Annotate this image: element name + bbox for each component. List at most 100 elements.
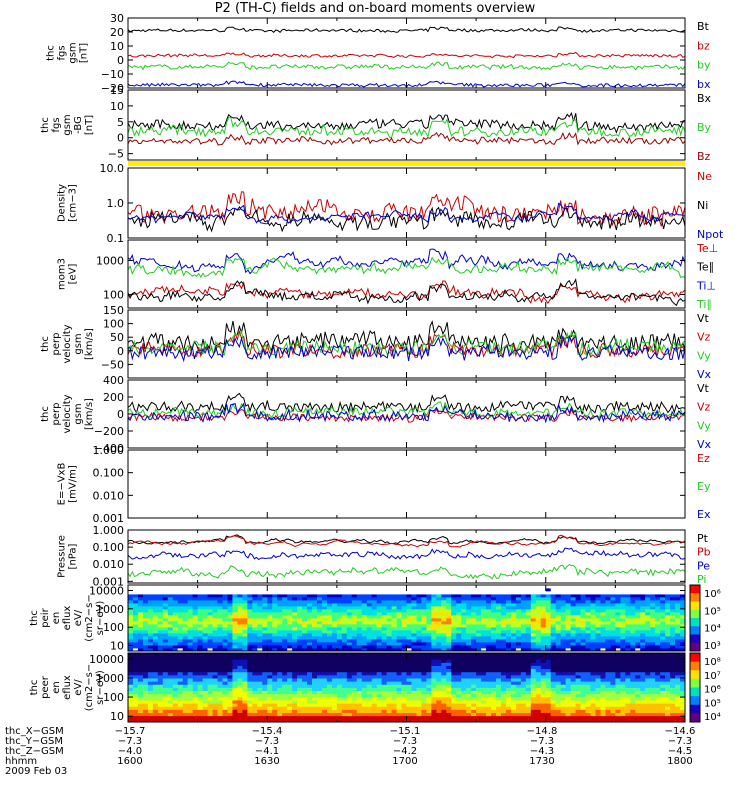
y-axis-label: thc xyxy=(40,406,51,422)
spectrogram-cell xyxy=(585,624,591,628)
spectrogram-cell xyxy=(336,597,343,601)
spectrogram-cell xyxy=(525,594,532,598)
spectrogram-cell xyxy=(515,645,522,649)
spectrogram-cell xyxy=(336,681,343,685)
spectrogram-cell xyxy=(500,585,507,589)
spectrogram-cell xyxy=(257,603,263,607)
series-line-Pt xyxy=(127,534,686,545)
spectrogram-cell xyxy=(277,639,283,643)
spectrogram-cell xyxy=(431,690,437,695)
spectrogram-cell xyxy=(406,718,412,723)
spectrogram-cell xyxy=(312,630,318,634)
spectrogram-cell xyxy=(451,648,457,652)
spectrogram-cell xyxy=(510,656,517,660)
spectrogram-cell xyxy=(461,639,467,643)
spectrogram-cell xyxy=(152,662,159,666)
spectrogram-cell xyxy=(635,627,641,631)
spectrogram-cell xyxy=(615,642,621,646)
spectrogram-cell xyxy=(486,588,492,592)
spectrogram-cell xyxy=(655,636,661,640)
spectrogram-cell xyxy=(351,712,358,717)
spectrogram-cell xyxy=(411,659,417,663)
spectrogram-cell xyxy=(247,662,253,666)
spectrogram-cell xyxy=(496,630,502,634)
spectrogram-cell xyxy=(326,656,333,660)
spectrogram-cell xyxy=(660,665,666,670)
spectrogram-cell xyxy=(207,668,213,673)
spectrogram-cell xyxy=(640,684,646,688)
spectrogram-cell xyxy=(137,656,144,660)
spectrogram-cell xyxy=(267,648,273,652)
spectrogram-cell xyxy=(565,615,572,619)
spectrogram-cell xyxy=(232,696,238,701)
spectrogram-cell xyxy=(565,591,572,595)
spectrogram-cell xyxy=(197,700,203,704)
spectrogram-cell xyxy=(471,709,477,713)
spectrogram-cell xyxy=(401,693,407,698)
legend-entry: Te∥ xyxy=(696,261,714,274)
spectrogram-cell xyxy=(655,678,661,682)
spectrogram-cell xyxy=(431,709,437,713)
spectrogram-cell xyxy=(267,600,273,604)
spectrogram-cell xyxy=(187,612,194,616)
spectrogram-cell xyxy=(232,693,238,698)
spectrogram-cell xyxy=(331,656,338,660)
spectrogram-cell xyxy=(570,665,576,670)
spectrogram-cell xyxy=(137,642,144,646)
spectrogram-cell xyxy=(456,703,462,707)
spectrogram-cell xyxy=(570,671,576,676)
spectrogram-cell xyxy=(520,603,527,607)
spectrogram-cell xyxy=(406,715,412,720)
y-tick-label: 50 xyxy=(110,331,124,344)
spectrogram-cell xyxy=(426,696,432,701)
spectrogram-cell xyxy=(272,648,278,652)
spectrogram-cell xyxy=(287,597,293,601)
spectrogram-cell xyxy=(441,624,447,628)
spectrogram-cell xyxy=(297,718,303,723)
spectrogram-cell xyxy=(650,671,656,676)
spectrogram-cell xyxy=(262,603,268,607)
spectrogram-cell xyxy=(341,681,348,685)
spectrogram-cell xyxy=(321,627,328,631)
spectrogram-cell xyxy=(187,615,194,619)
spectrogram-cell xyxy=(615,656,621,660)
spectrogram-cell xyxy=(331,600,338,604)
spectrogram-cell xyxy=(177,687,184,692)
spectrogram-cell xyxy=(605,715,611,720)
spectrogram-cell xyxy=(192,633,199,637)
spectrogram-cell xyxy=(456,706,462,710)
spectrogram-cell xyxy=(386,668,392,673)
spectrogram-cell xyxy=(660,630,666,634)
spectrogram-cell xyxy=(466,615,472,619)
spectrogram-cell xyxy=(471,594,477,598)
spectrogram-cell xyxy=(212,603,218,607)
spectrogram-cell xyxy=(242,633,248,637)
spectrogram-cell xyxy=(312,606,318,610)
spectrogram-cell xyxy=(540,678,547,682)
spectrogram-cell xyxy=(406,621,412,625)
spectrogram-cell xyxy=(595,603,601,607)
spectrogram-cell xyxy=(351,618,358,622)
spectrogram-cell xyxy=(177,674,184,679)
spectrogram-cell xyxy=(471,618,477,622)
spectrogram-cell xyxy=(307,591,313,595)
spectrogram-cell xyxy=(436,662,442,666)
spectrogram-cell xyxy=(456,668,462,673)
spectrogram-cell xyxy=(331,662,338,666)
spectrogram-cell xyxy=(461,600,467,604)
spectrogram-cell xyxy=(142,687,149,692)
spectrogram-cell xyxy=(500,690,507,695)
spectrogram-cell xyxy=(267,597,273,601)
spectrogram-cell xyxy=(431,715,437,720)
spectrogram-cell xyxy=(157,585,164,589)
spectrogram-cell xyxy=(237,591,243,595)
spectrogram-cell xyxy=(212,693,218,698)
spectrogram-cell xyxy=(466,671,472,676)
spectrogram-cell xyxy=(351,591,358,595)
spectrogram-cell xyxy=(237,678,243,682)
spectrogram-cell xyxy=(227,630,233,634)
spectrogram-cell xyxy=(660,594,666,598)
spectrogram-cell xyxy=(496,690,502,695)
spectrogram-cell xyxy=(640,633,646,637)
spectrogram-cell xyxy=(565,648,572,652)
